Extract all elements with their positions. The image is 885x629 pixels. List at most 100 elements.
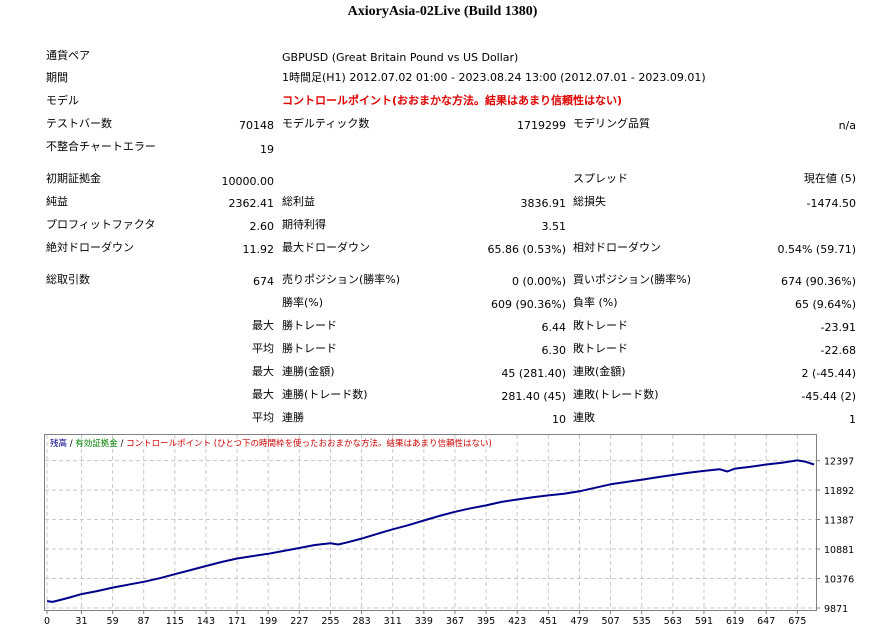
y-tick-label: 10881 <box>824 545 854 556</box>
spread-label: スプレッド <box>573 172 628 185</box>
max-word: 最大 <box>252 319 274 332</box>
model-value: コントロールポイント(おおまかな方法。結果はあまり信頼性はない) <box>282 94 623 107</box>
x-tick-label: 535 <box>633 616 651 627</box>
avg-consec-wins-value: 10 <box>552 413 566 426</box>
largest-win-value: 6.44 <box>541 321 567 334</box>
avg-win-value: 6.30 <box>541 344 567 357</box>
y-tick-label: 12397 <box>824 457 854 468</box>
net-value: 2362.41 <box>228 197 275 210</box>
legend-sep-2: / <box>118 439 126 449</box>
x-tick-label: 451 <box>539 616 557 627</box>
symbol-label: 通貨ペア <box>46 49 90 62</box>
x-tick-label: 367 <box>446 616 464 627</box>
x-tick-label: 423 <box>508 616 526 627</box>
x-tick-label: 283 <box>353 616 371 627</box>
x-tick-label: 255 <box>321 616 339 627</box>
series-layer <box>46 459 815 603</box>
quality-label: モデリング品質 <box>573 117 650 130</box>
largest-loss-value: -23.91 <box>820 321 856 334</box>
mismatch-value: 19 <box>260 143 274 156</box>
avg-consec-losses-value: 1 <box>849 413 856 426</box>
gross-loss-label: 総損失 <box>573 195 606 208</box>
ticks-value: 1719299 <box>517 119 566 132</box>
x-tick-label: 199 <box>259 616 277 627</box>
x-tick-label: 479 <box>570 616 588 627</box>
long-label: 買いポジション(勝率%) <box>573 273 692 286</box>
loss-value: 65 (9.64%) <box>794 298 856 311</box>
x-tick-label: 31 <box>75 616 87 627</box>
legend-sep-1: / <box>67 439 75 449</box>
y-tick-label: 11892 <box>824 486 854 497</box>
balance-chart-svg: 残高 / 有効証拠金 / コントロールポイント (ひとつ下の時間枠を使ったおおま… <box>44 434 854 627</box>
x-axis: 0 31 59 87 115 143 171 199 227 255 283 311 339 367 395… <box>44 610 806 627</box>
net-label: 純益 <box>46 195 68 208</box>
x-tick-label: 395 <box>477 616 495 627</box>
max-consec-profit-label: 連勝(トレード数) <box>282 388 368 401</box>
x-tick-label: 115 <box>166 616 184 627</box>
y-tick-label: 9871 <box>824 604 848 615</box>
loss-label: 負率 (%) <box>573 296 618 309</box>
x-tick-label: 87 <box>138 616 150 627</box>
mismatch-label: 不整合チャートエラー <box>46 140 156 153</box>
legend-equity: 有効証拠金 <box>75 438 118 449</box>
model-label: モデル <box>46 94 79 107</box>
spread-value: 現在値 (5) <box>803 172 856 185</box>
rel-dd-label: 相対ドローダウン <box>573 241 661 254</box>
max-consec-wins-value: 45 (281.40) <box>501 367 566 380</box>
pf-label: プロフィットファクタ <box>46 218 156 231</box>
payoff-label: 期待利得 <box>282 218 326 231</box>
balance-line <box>46 459 815 603</box>
y-axis: 9871 10376 10881 11387 11892 12397 <box>816 457 854 615</box>
short-value: 0 (0.00%) <box>511 275 566 288</box>
gross-loss-value: -1474.50 <box>806 197 856 210</box>
bars-label: テストバー数 <box>46 117 112 130</box>
y-tick-label: 11387 <box>824 516 854 527</box>
max-consec-wins-label: 連勝(金額) <box>282 365 335 378</box>
rel-dd-value: 0.54% (59.71) <box>777 243 856 256</box>
abs-dd-value: 11.92 <box>242 243 275 256</box>
abs-dd-label: 絶対ドローダウン <box>46 241 134 254</box>
gross-profit-value: 3836.91 <box>520 197 567 210</box>
avg-loss-value: -22.68 <box>820 344 856 357</box>
max-consec-loss-value: -45.44 (2) <box>801 390 856 403</box>
quality-value: n/a <box>838 119 856 132</box>
avg-win-label: 勝トレード <box>282 342 337 355</box>
max-dd-label: 最大ドローダウン <box>282 241 370 254</box>
x-tick-label: 311 <box>384 616 402 627</box>
legend-balance: 残高 <box>50 438 67 449</box>
gross-profit-label: 総利益 <box>282 195 315 208</box>
avg-word: 平均 <box>252 411 274 424</box>
x-tick-label: 619 <box>726 616 744 627</box>
x-tick-label: 171 <box>228 616 246 627</box>
plot-frame <box>44 434 817 611</box>
total-trades-label: 総取引数 <box>46 273 90 286</box>
y-tick-label: 10376 <box>824 575 854 586</box>
bars-value: 70148 <box>239 119 274 132</box>
max-consec-losses-value: 2 (-45.44) <box>801 367 856 380</box>
avg-consec-wins-label: 連勝 <box>282 411 304 424</box>
avg-word: 平均 <box>252 342 274 355</box>
avg-consec-losses-label: 連敗 <box>573 411 595 424</box>
grid-layer <box>45 435 816 610</box>
long-value: 674 (90.36%) <box>780 275 856 288</box>
max-word: 最大 <box>252 365 274 378</box>
chart-legend: 残高 / 有効証拠金 / コントロールポイント (ひとつ下の時間枠を使ったおおま… <box>50 438 492 449</box>
x-tick-label: 507 <box>602 616 620 627</box>
balance-chart: 残高 / 有効証拠金 / コントロールポイント (ひとつ下の時間枠を使ったおおま… <box>44 434 885 629</box>
win-value: 609 (90.36%) <box>490 298 566 311</box>
x-tick-label: 563 <box>664 616 682 627</box>
short-label: 売りポジション(勝率%) <box>282 273 401 286</box>
max-consec-loss-label: 連敗(トレード数) <box>573 388 659 401</box>
deposit-value: 10000.00 <box>221 175 275 188</box>
ticks-label: モデルティック数 <box>282 117 370 130</box>
x-tick-label: 227 <box>290 616 308 627</box>
max-consec-profit-value: 281.40 (45) <box>501 390 566 403</box>
largest-win-label: 勝トレード <box>282 319 337 332</box>
max-consec-losses-label: 連敗(金額) <box>573 365 626 378</box>
x-tick-label: 675 <box>788 616 806 627</box>
x-tick-label: 647 <box>757 616 775 627</box>
x-tick-label: 143 <box>197 616 215 627</box>
win-label: 勝率(%) <box>282 296 324 309</box>
period-label: 期間 <box>46 71 68 84</box>
period-value: 1時間足(H1) 2012.07.02 01:00 - 2023.08.24 1… <box>282 71 706 84</box>
